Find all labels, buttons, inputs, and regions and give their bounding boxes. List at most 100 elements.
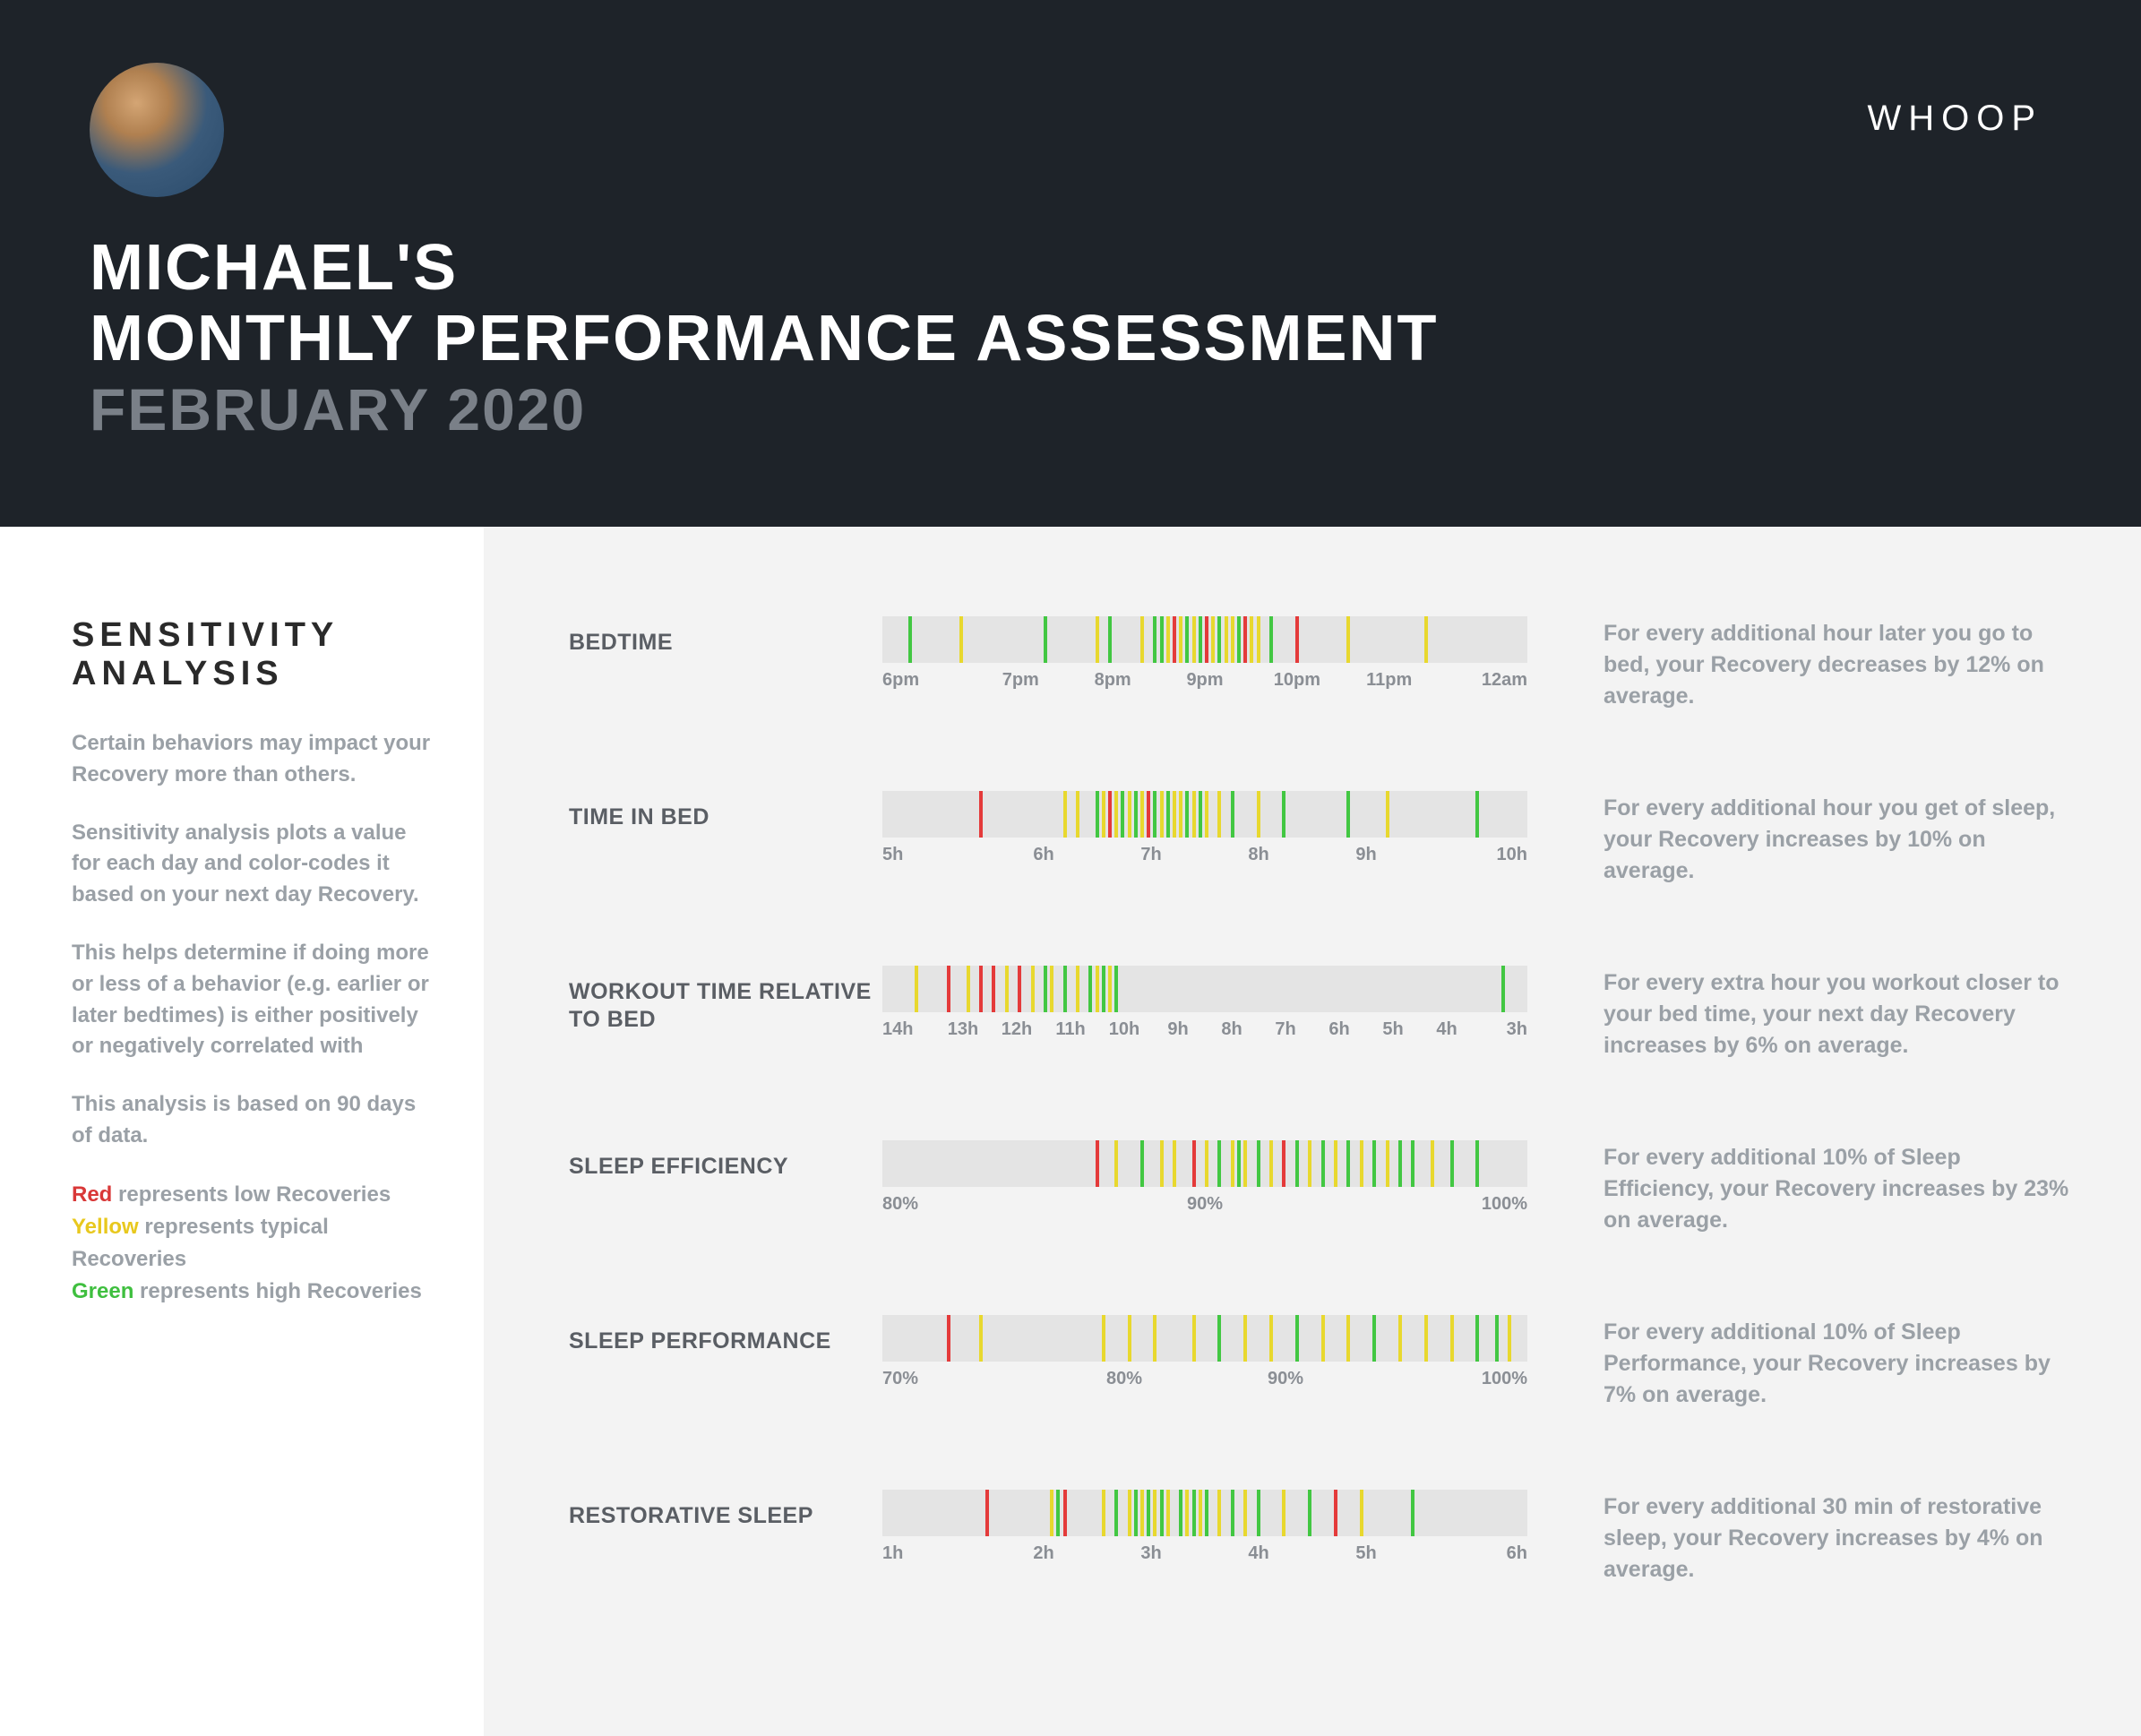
tick (1192, 1490, 1196, 1536)
tick (967, 966, 970, 1012)
tick (1450, 1140, 1454, 1187)
tick (1411, 1490, 1414, 1536)
strip-chart (882, 616, 1527, 663)
tick (1031, 966, 1035, 1012)
tick (1211, 616, 1215, 663)
axis-label: 100% (1366, 1369, 1527, 1389)
tick (1018, 966, 1021, 1012)
tick (1360, 1490, 1363, 1536)
tick (1475, 791, 1479, 838)
chart-axis: 6pm7pm8pm9pm10pm11pm12am (882, 670, 1527, 691)
axis-label: 90% (1205, 1369, 1366, 1389)
legend-yellow-label: Yellow (72, 1215, 139, 1239)
axis-label: 3h (1097, 1543, 1205, 1564)
tick (1114, 966, 1118, 1012)
tick (1257, 791, 1260, 838)
axis-label: 5h (1366, 1019, 1420, 1040)
axis-label: 3h (1474, 1019, 1527, 1040)
tick (1295, 1140, 1299, 1187)
body-area: SENSITIVITY ANALYSIS Certain behaviors m… (0, 527, 2141, 1736)
tick (1153, 1315, 1156, 1362)
axis-label: 7h (1097, 845, 1205, 865)
tick (1153, 616, 1156, 663)
tick (1217, 1315, 1221, 1362)
chart-axis: 14h13h12h11h10h9h8h7h6h5h4h3h (882, 1019, 1527, 1040)
tick (1243, 616, 1247, 663)
tick (1153, 1490, 1156, 1536)
tick (1431, 1140, 1434, 1187)
axis-label: 4h (1420, 1019, 1474, 1040)
metric-chart: 14h13h12h11h10h9h8h7h6h5h4h3h (882, 966, 1527, 1040)
tick (1121, 791, 1124, 838)
tick (1179, 616, 1182, 663)
tick (1140, 1140, 1144, 1187)
tick (1076, 791, 1079, 838)
tick (1243, 1490, 1247, 1536)
tick (1217, 616, 1221, 663)
tick (1346, 1315, 1350, 1362)
legend-red-label: Red (72, 1182, 112, 1207)
tick (947, 966, 950, 1012)
tick (1140, 1490, 1144, 1536)
axis-label: 6pm (882, 670, 975, 691)
tick (985, 1490, 989, 1536)
tick (1205, 1140, 1208, 1187)
tick (1096, 966, 1099, 1012)
tick (1005, 966, 1009, 1012)
tick (1166, 616, 1170, 663)
report-header: MICHAEL'S MONTHLY PERFORMANCE ASSESSMENT… (0, 0, 2141, 527)
tick (1185, 1490, 1189, 1536)
metric-label: SLEEP EFFICIENCY (569, 1140, 882, 1181)
tick (1243, 1140, 1247, 1187)
axis-label: 8pm (1067, 670, 1159, 691)
tick (1173, 1140, 1176, 1187)
legend-yellow: Yellow represents typical Recoveries (72, 1211, 434, 1276)
axis-label: 80% (1044, 1369, 1205, 1389)
axis-label: 7pm (975, 670, 1067, 691)
tick (1076, 966, 1079, 1012)
title-date: FEBRUARY 2020 (90, 374, 2051, 445)
tick (1102, 791, 1105, 838)
strip-chart (882, 791, 1527, 838)
tick (959, 616, 963, 663)
tick (915, 966, 918, 1012)
tick (1160, 1140, 1164, 1187)
tick (1475, 1140, 1479, 1187)
tick (1346, 1140, 1350, 1187)
tick (1411, 1140, 1414, 1187)
sidebar-title: SENSITIVITY ANALYSIS (72, 616, 434, 694)
tick (979, 1315, 983, 1362)
tick (1257, 1140, 1260, 1187)
tick (1108, 791, 1112, 838)
axis-label: 5h (882, 845, 990, 865)
tick (1096, 791, 1099, 838)
notch-icon (469, 997, 484, 1026)
tick (1192, 616, 1196, 663)
metric-label: SLEEP PERFORMANCE (569, 1315, 882, 1355)
strip-chart (882, 1140, 1527, 1187)
strip-chart (882, 966, 1527, 1012)
avatar (90, 63, 224, 197)
tick (1231, 1490, 1234, 1536)
legend-green-label: Green (72, 1279, 133, 1303)
tick (1185, 791, 1189, 838)
tick (1140, 791, 1144, 838)
tick (1108, 616, 1112, 663)
sidebar-p4: This analysis is based on 90 days of dat… (72, 1089, 434, 1152)
tick (1102, 1315, 1105, 1362)
metric-description: For every additional 10% of Sleep Perfor… (1527, 1315, 2069, 1411)
tick (1250, 616, 1253, 663)
tick (1114, 1490, 1118, 1536)
tick (1102, 966, 1105, 1012)
tick (1295, 1315, 1299, 1362)
tick (1205, 1490, 1208, 1536)
tick (1269, 616, 1273, 663)
axis-label: 12h (990, 1019, 1044, 1040)
axis-label: 80% (882, 1194, 1097, 1215)
tick (1308, 1490, 1311, 1536)
metric-description: For every additional 30 min of restorati… (1527, 1490, 2069, 1586)
tick (1295, 616, 1299, 663)
metric-chart: 80%90%100% (882, 1140, 1527, 1215)
tick (1160, 1490, 1164, 1536)
tick (1044, 966, 1047, 1012)
